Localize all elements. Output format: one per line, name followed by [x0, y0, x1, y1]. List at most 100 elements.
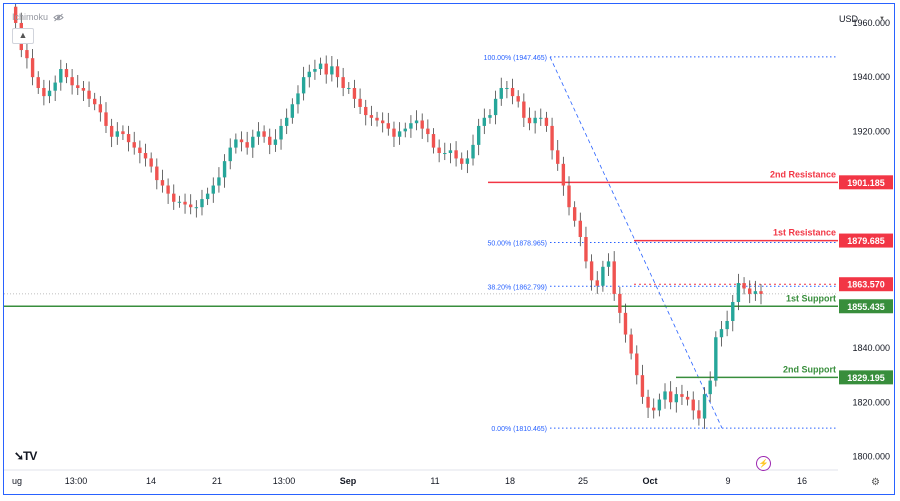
candle-body — [567, 185, 571, 208]
candle — [296, 85, 300, 114]
price-chart[interactable]: 100.00% (1947.465) 50.00% (1878.965) 38.20… — [4, 4, 895, 495]
indicator-name: Ichimoku — [12, 12, 49, 22]
candle — [138, 140, 142, 164]
candle-body — [629, 334, 633, 354]
candle — [437, 139, 441, 163]
candle-body — [115, 131, 119, 137]
candle — [234, 133, 238, 154]
candle — [725, 310, 729, 337]
candle — [623, 303, 628, 343]
price-label-bg — [839, 277, 893, 292]
candle-body — [510, 87, 515, 97]
y-tick-label: 1960.000 — [852, 18, 890, 28]
candle-body — [290, 104, 295, 118]
candle — [352, 79, 357, 109]
candle-body — [460, 158, 464, 164]
price-label-tag: 1855.435 — [839, 299, 893, 314]
tradingview-logo-icon: ➘TV — [14, 449, 37, 463]
candle-body — [680, 394, 684, 397]
candle-body — [284, 117, 289, 126]
chevron-down-icon: ▼ — [879, 16, 885, 22]
candle-body — [87, 90, 91, 99]
candle-body — [748, 288, 752, 294]
y-tick-label: 1820.000 — [852, 397, 890, 407]
x-tick-label: 14 — [146, 476, 156, 486]
eye-off-icon[interactable] — [53, 13, 64, 22]
y-tick-label: 1840.000 — [852, 343, 890, 353]
candle-body — [324, 63, 328, 75]
candle-body — [697, 410, 701, 419]
candle-body — [251, 136, 255, 148]
candle-body — [736, 283, 741, 303]
candle-body — [352, 87, 357, 99]
candle — [714, 331, 718, 387]
candle-body — [205, 193, 210, 200]
price-axis[interactable] — [838, 4, 895, 495]
candle — [290, 98, 295, 124]
candle-body — [126, 134, 131, 143]
currency-selector[interactable]: USD ▼ — [836, 11, 888, 27]
candle — [409, 115, 413, 138]
candle — [25, 43, 29, 69]
candle — [719, 320, 724, 347]
candle-body — [166, 185, 170, 194]
candle-body — [601, 266, 605, 286]
candle — [448, 143, 453, 164]
candle-body — [725, 320, 729, 330]
candle — [680, 384, 684, 405]
candle — [222, 154, 227, 188]
x-tick-label: 18 — [505, 476, 515, 486]
candle-body — [104, 112, 108, 126]
x-tick-label: 16 — [797, 476, 807, 486]
candle-body — [742, 283, 746, 289]
currency-label: USD — [839, 14, 859, 24]
candle — [482, 108, 487, 135]
candle-body — [380, 120, 385, 124]
candle — [132, 131, 136, 155]
candle-body — [556, 150, 560, 164]
candle — [188, 194, 193, 215]
candle-body — [375, 117, 379, 121]
candle-body — [47, 90, 52, 97]
candle — [155, 158, 159, 190]
candle — [166, 178, 170, 204]
candle-body — [143, 153, 148, 159]
candle — [251, 129, 255, 158]
fib-level-label: 50.00% (1878.965) — [487, 241, 547, 248]
candle-body — [652, 407, 656, 411]
candle-body — [476, 125, 481, 145]
candle — [753, 280, 758, 301]
flash-icon[interactable]: ⚡ — [756, 456, 771, 471]
candle-body — [81, 87, 86, 91]
candle-body — [572, 207, 577, 221]
candle-body — [606, 261, 611, 267]
candle-body — [714, 337, 718, 381]
candle — [499, 77, 503, 106]
candle — [668, 381, 673, 410]
candle — [59, 59, 63, 91]
candle-body — [211, 185, 215, 194]
candle-body — [522, 101, 526, 118]
candle-body — [612, 261, 616, 294]
candle-body — [341, 77, 345, 88]
time-axis[interactable] — [4, 470, 895, 495]
candle-body — [245, 142, 249, 148]
candle-body — [268, 136, 272, 145]
candle-body — [731, 302, 735, 321]
candle — [522, 93, 526, 128]
x-tick-label: 11 — [430, 476, 439, 486]
price-label-text: 1863.570 — [847, 280, 885, 290]
collapse-button[interactable]: ▲ — [12, 28, 34, 44]
candle-body — [578, 220, 583, 237]
candle — [172, 184, 176, 210]
candle-body — [589, 261, 594, 281]
candle — [194, 200, 199, 218]
candle-body — [493, 98, 498, 116]
gear-icon[interactable]: ⚙ — [871, 477, 880, 488]
candle — [30, 48, 35, 86]
candle-body — [397, 131, 402, 137]
fib-level-label: 0.00% (1810.465) — [491, 426, 547, 433]
indicator-legend[interactable]: Ichimoku — [12, 12, 64, 22]
candle-body — [420, 120, 424, 129]
candle — [584, 226, 588, 269]
